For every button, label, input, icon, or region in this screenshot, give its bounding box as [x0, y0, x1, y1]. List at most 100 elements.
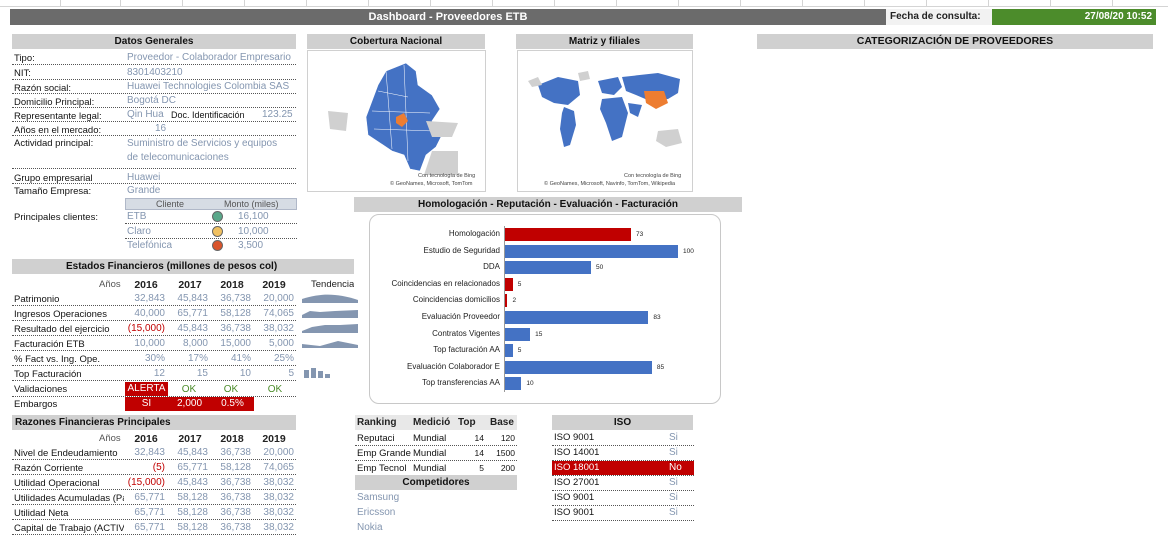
estado-value-cell[interactable]: (15,000) [127, 323, 165, 334]
bar-6[interactable] [504, 327, 531, 341]
actividad-value-line1[interactable]: Suministro de Servicios y equipos [127, 138, 278, 149]
razon-value-cell[interactable]: 58,128 [220, 462, 251, 473]
year-header: 2018 [220, 433, 244, 445]
estado-value-cell[interactable]: 5 [288, 368, 294, 379]
iso-row[interactable]: ISO 9001 Si [552, 491, 694, 505]
razon-value-cell[interactable]: 58,128 [177, 492, 208, 503]
grupo-value[interactable]: Huawei [127, 172, 161, 183]
estado-value-cell[interactable]: 15 [196, 368, 208, 379]
razon-value-cell[interactable]: 45,843 [177, 477, 208, 488]
embargo-cell[interactable]: 2,000 [168, 397, 211, 411]
validacion-ok-cell[interactable]: OK [267, 384, 283, 395]
world-map[interactable]: Con tecnología de Bing © GeoNames, Micro… [517, 50, 693, 192]
iso-row[interactable]: ISO 9001 Si [552, 506, 694, 520]
representante-value[interactable]: Qin Hua [127, 109, 164, 120]
iso-row[interactable]: ISO 27001 Si [552, 476, 694, 490]
estado-value-cell[interactable]: 10,000 [134, 338, 165, 349]
estado-value-cell[interactable]: 5,000 [268, 338, 294, 349]
cliente-name-1[interactable]: Claro [127, 226, 151, 237]
razon-value-cell[interactable]: 58,128 [177, 522, 208, 533]
doc-label: Doc. Identificación [171, 110, 245, 120]
estado-value-cell[interactable]: 8,000 [182, 338, 208, 349]
estado-value-cell[interactable]: 45,843 [177, 323, 208, 334]
razon-value-cell[interactable]: 36,738 [220, 507, 251, 518]
razon-value-cell[interactable]: 36,738 [220, 447, 251, 458]
competidor-item[interactable]: Nokia [357, 522, 383, 533]
nit-value[interactable]: 8301403210 [127, 67, 183, 78]
estado-value-cell[interactable]: 45,843 [177, 293, 208, 304]
razon-value-cell[interactable]: 38,032 [263, 522, 294, 533]
estado-value-cell[interactable]: 12 [153, 368, 165, 379]
estado-value-cell[interactable]: 74,065 [263, 308, 294, 319]
bar-4[interactable] [504, 294, 508, 308]
estado-value-cell[interactable]: 36,738 [220, 293, 251, 304]
bar-1[interactable] [504, 244, 678, 258]
estado-value-cell[interactable]: 17% [187, 353, 208, 364]
estado-value-cell[interactable]: 32,843 [134, 293, 165, 304]
bar-value-label: 50 [596, 264, 604, 272]
estado-value-cell[interactable]: 41% [230, 353, 251, 364]
bar-8[interactable] [504, 360, 652, 374]
bar-9[interactable] [504, 377, 522, 391]
embargo-cell[interactable]: 0.5% [211, 397, 254, 411]
validacion-ok-cell[interactable]: OK [223, 384, 239, 395]
doc-value[interactable]: 123.25 [262, 109, 293, 120]
cliente-name-0[interactable]: ETB [127, 211, 147, 222]
razon-value-cell[interactable]: (15,000) [127, 477, 165, 488]
fecha-value[interactable]: 27/08/20 10:52 [992, 9, 1156, 25]
estado-value-cell[interactable]: 38,032 [263, 323, 294, 334]
razon-value-cell[interactable]: 38,032 [263, 507, 294, 518]
iso-row[interactable]: ISO 18001 No [552, 461, 694, 475]
estado-value-cell[interactable]: 65,771 [177, 308, 208, 319]
estado-value-cell[interactable]: 15,000 [220, 338, 251, 349]
colombia-map[interactable]: Con tecnología de Bing © GeoNames, Micro… [307, 50, 486, 192]
razon-value[interactable]: Huawei Technologies Colombia SAS [127, 81, 290, 92]
razon-value-cell[interactable]: 36,738 [220, 477, 251, 488]
actividad-value-line2[interactable]: de telecomunicaciones [127, 152, 229, 163]
estado-value-cell[interactable]: 25% [273, 353, 294, 364]
colombia-map-shape [328, 62, 458, 175]
razon-value-cell[interactable]: 74,065 [263, 462, 294, 473]
validacion-alerta-cell[interactable]: ALERTA [125, 382, 168, 396]
estado-value-cell[interactable]: 30% [144, 353, 165, 364]
divider [12, 107, 296, 108]
anios-value[interactable]: 16 [155, 123, 167, 134]
matriz-header: Matriz y filiales [516, 34, 693, 49]
iso-row[interactable]: ISO 14001 Si [552, 446, 694, 460]
bar-3[interactable] [504, 277, 513, 291]
cliente-name-2[interactable]: Telefónica [127, 240, 173, 251]
tamano-value[interactable]: Grande [127, 185, 161, 196]
bar-2[interactable] [504, 261, 591, 275]
estado-value-cell[interactable]: 58,128 [220, 308, 251, 319]
competidor-item[interactable]: Ericsson [357, 507, 396, 518]
embargo-cell[interactable]: SI [125, 397, 168, 411]
razon-value-cell[interactable]: 58,128 [177, 507, 208, 518]
razon-value-cell[interactable]: 38,032 [263, 477, 294, 488]
bar-7[interactable] [504, 344, 513, 358]
competidor-item[interactable]: Samsung [357, 492, 400, 503]
tamano-label: Tamaño Empresa: [14, 186, 92, 197]
estado-value-cell[interactable]: 36,738 [220, 323, 251, 334]
razon-value-cell[interactable]: 36,738 [220, 492, 251, 503]
estado-row-label: Facturación ETB [14, 339, 85, 350]
razon-value-cell[interactable]: 65,771 [134, 507, 165, 518]
razon-value-cell[interactable]: 65,771 [177, 462, 208, 473]
iso-row[interactable]: ISO 9001 Si [552, 431, 694, 445]
razon-value-cell[interactable]: 32,843 [134, 447, 165, 458]
validacion-ok-cell[interactable]: OK [181, 384, 197, 395]
bar-0[interactable] [504, 228, 632, 241]
tipo-value[interactable]: Proveedor - Colaborador Empresario [127, 52, 291, 63]
razon-value-cell[interactable]: 65,771 [134, 492, 165, 503]
razon-value-cell[interactable]: (5) [152, 462, 165, 473]
razon-value-cell[interactable]: 20,000 [263, 447, 294, 458]
razon-value-cell[interactable]: 65,771 [134, 522, 165, 533]
razon-value-cell[interactable]: 36,738 [220, 522, 251, 533]
razon-value-cell[interactable]: 38,032 [263, 492, 294, 503]
bar-5[interactable] [504, 311, 649, 324]
estado-value-cell[interactable]: 20,000 [263, 293, 294, 304]
razon-value-cell[interactable]: 45,843 [177, 447, 208, 458]
competidores-header: Competidores [355, 475, 517, 490]
estado-value-cell[interactable]: 40,000 [134, 308, 165, 319]
estado-value-cell[interactable]: 10 [239, 368, 251, 379]
domicilio-value[interactable]: Bogotá DC [127, 95, 176, 106]
